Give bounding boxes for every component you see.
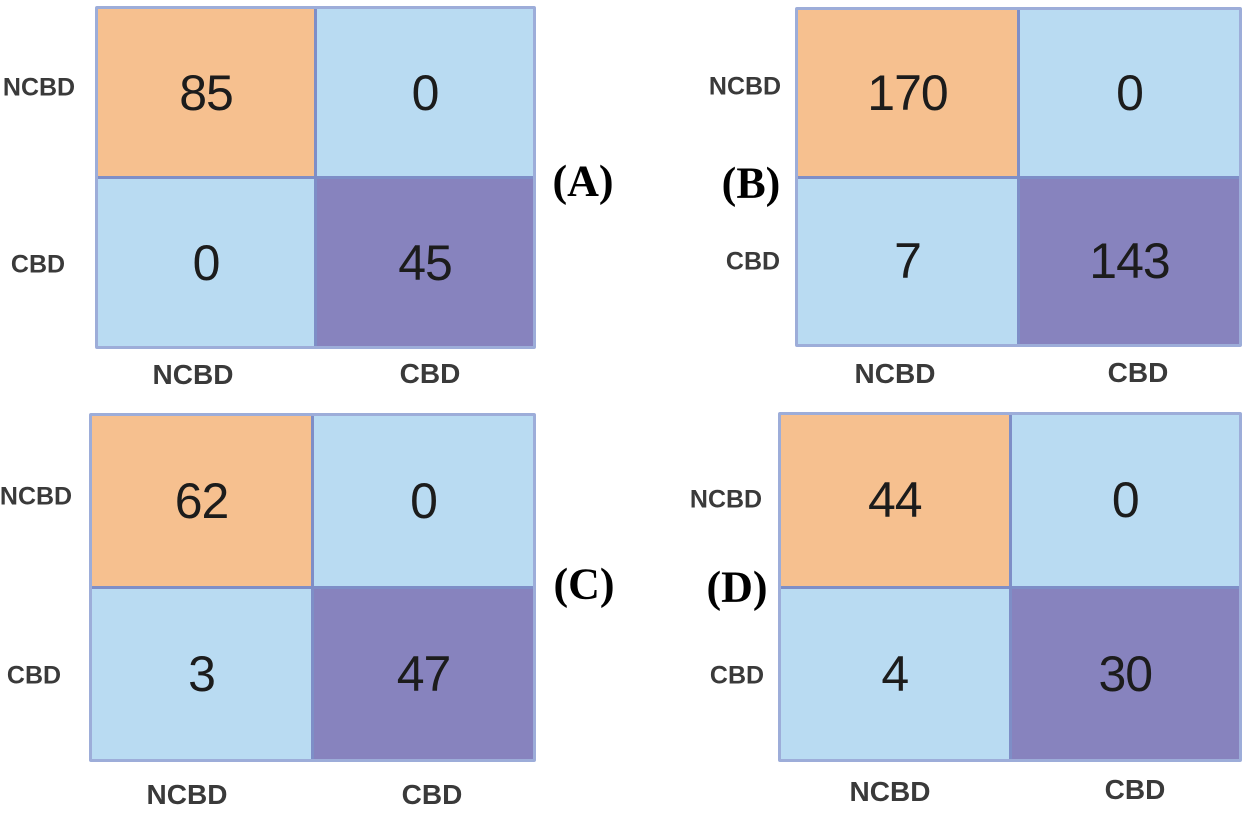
row-label-ncbd: NCBD (2, 73, 76, 102)
cell-actual-ncbd-pred-ncbd: 85 (98, 9, 314, 176)
row-label-ncbd: NCBD (0, 482, 73, 511)
cell-value: 0 (1111, 472, 1140, 529)
cell-value: 0 (411, 64, 440, 121)
cell-actual-cbd-pred-cbd: 143 (1020, 178, 1239, 344)
col-label-ncbd: NCBD (152, 359, 234, 390)
cell-actual-ncbd-pred-ncbd: 44 (781, 415, 1009, 586)
cell-actual-cbd-pred-cbd: 45 (317, 179, 533, 346)
cell-value: 143 (1089, 233, 1170, 290)
cell-actual-ncbd-pred-cbd: 0 (1011, 415, 1239, 586)
cell-actual-cbd-pred-cbd: 47 (314, 589, 533, 759)
col-label-cbd: CBD (401, 779, 463, 810)
matrix-grid-b: 170 0 7 143 (795, 7, 1242, 347)
cell-value: 0 (192, 234, 221, 291)
cell-value: 45 (398, 234, 453, 291)
panel-letter: (D) (706, 562, 768, 612)
matrix-grid-d: 44 0 4 30 (778, 412, 1242, 762)
cell-actual-cbd-pred-ncbd: 3 (92, 589, 311, 759)
cell-value: 44 (867, 472, 923, 529)
cell-actual-ncbd-pred-cbd: 0 (314, 416, 533, 586)
col-label-ncbd: NCBD (146, 779, 228, 810)
row-label-cbd: CBD (6, 661, 62, 690)
cell-actual-ncbd-pred-cbd: 0 (317, 9, 533, 176)
cell-value: 0 (1116, 64, 1144, 121)
matrix-grid-c: 62 0 3 47 (89, 413, 536, 762)
matrix-grid-a: 85 0 0 45 (95, 6, 536, 349)
col-label-ncbd: NCBD (849, 776, 931, 807)
cell-actual-ncbd-pred-ncbd: 170 (798, 10, 1017, 176)
cell-value: 62 (174, 473, 230, 529)
cell-actual-cbd-pred-cbd: 30 (1011, 588, 1239, 759)
cell-actual-cbd-pred-ncbd: 4 (781, 588, 1009, 759)
cell-actual-ncbd-pred-ncbd: 62 (92, 416, 311, 586)
cell-value: 3 (188, 646, 216, 702)
cell-actual-ncbd-pred-cbd: 0 (1020, 10, 1239, 176)
cell-value: 4 (881, 645, 909, 702)
cell-value: 7 (894, 233, 922, 290)
cell-actual-cbd-pred-ncbd: 0 (98, 179, 314, 346)
row-label-ncbd: NCBD (708, 72, 782, 101)
col-label-cbd: CBD (1107, 357, 1169, 388)
row-label-ncbd: NCBD (689, 485, 763, 514)
col-label-cbd: CBD (399, 358, 461, 389)
col-label-cbd: CBD (1104, 774, 1166, 805)
row-label-cbd: CBD (709, 661, 765, 690)
col-label-ncbd: NCBD (854, 358, 936, 389)
panel-letter: (C) (553, 559, 615, 609)
cell-value: 47 (396, 646, 452, 702)
cell-value: 30 (1098, 645, 1153, 702)
panel-letter: (A) (552, 156, 614, 206)
cell-value: 170 (867, 64, 948, 121)
cell-value: 0 (410, 473, 438, 529)
panel-letter: (B) (721, 158, 781, 208)
row-label-cbd: CBD (725, 247, 781, 276)
row-label-cbd: CBD (10, 250, 66, 279)
cell-value: 85 (179, 64, 234, 121)
cell-actual-cbd-pred-ncbd: 7 (798, 178, 1017, 344)
